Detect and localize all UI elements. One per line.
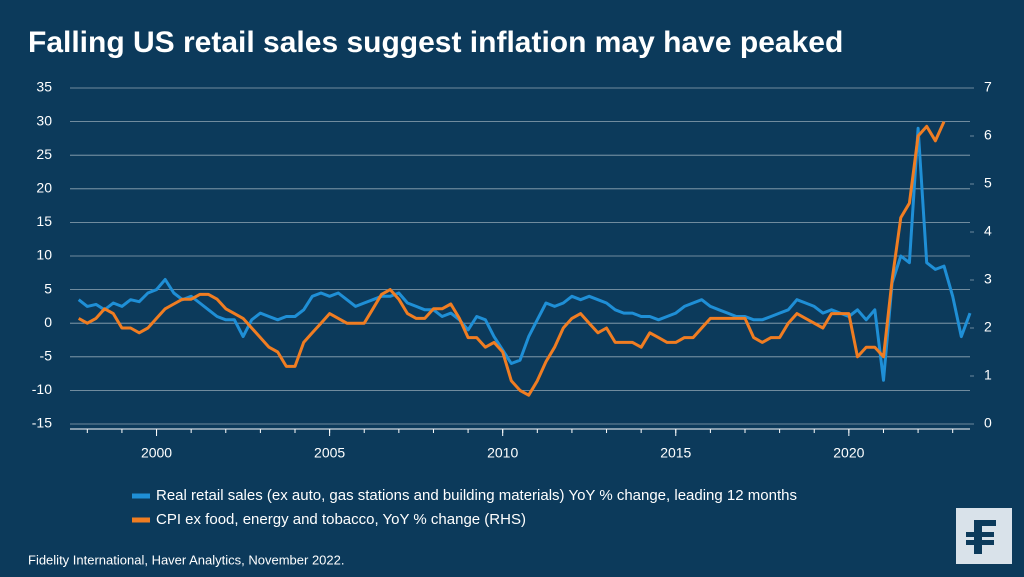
y2-tick-label: 4: [984, 223, 992, 239]
y-tick-label: 10: [36, 247, 52, 263]
y2-tick-label: 7: [984, 79, 992, 95]
y-tick-label: -15: [32, 415, 52, 431]
logo: [956, 508, 1012, 564]
x-tick-label: 2005: [314, 445, 345, 461]
y-tick-label: -5: [40, 348, 53, 364]
y-tick-label: 5: [44, 280, 52, 296]
y2-tick-label: 2: [984, 319, 992, 335]
y2-tick-label: 5: [984, 175, 992, 191]
y2-tick-label: 0: [984, 415, 992, 431]
y2-tick-label: 1: [984, 367, 992, 383]
source: Fidelity International, Haver Analytics,…: [28, 552, 345, 567]
chart-title: Falling US retail sales suggest inflatio…: [28, 26, 843, 59]
y-tick-label: 30: [36, 112, 52, 128]
legend-label: Real retail sales (ex auto, gas stations…: [156, 487, 797, 504]
x-tick-label: 2015: [660, 445, 691, 461]
x-tick-label: 2020: [833, 445, 864, 461]
y-tick-label: 0: [44, 314, 52, 330]
y-tick-label: 25: [36, 146, 52, 162]
y-tick-label: 35: [36, 79, 52, 95]
y-tick-label: 15: [36, 213, 52, 229]
y2-tick-label: 3: [984, 271, 992, 287]
legend-label: CPI ex food, energy and tobacco, YoY % c…: [156, 511, 526, 528]
series-line: [77, 120, 946, 397]
y-tick-label: 20: [36, 180, 52, 196]
y-tick-label: -10: [32, 381, 52, 397]
series-line: [77, 126, 972, 382]
x-tick-label: 2010: [487, 445, 518, 461]
y2-tick-label: 6: [984, 127, 992, 143]
x-tick-label: 2000: [141, 445, 172, 461]
